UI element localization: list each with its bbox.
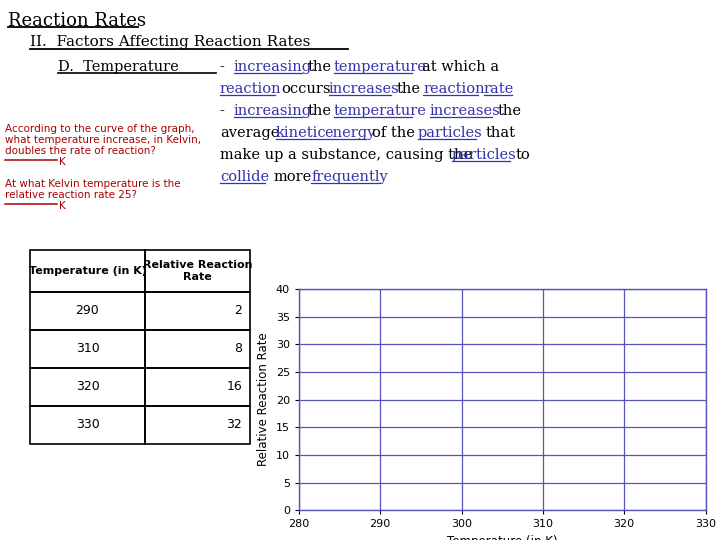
Text: of the: of the [372,126,415,140]
Text: the: the [308,104,332,118]
Text: 32: 32 [226,418,242,431]
Bar [30,406,145,444]
Text: reaction: reaction [220,82,282,96]
Text: temperature: temperature [334,104,427,118]
Bar [145,330,250,368]
Text: Reaction Rates: Reaction Rates [8,12,146,30]
Text: K: K [59,157,66,167]
Bar [145,292,250,330]
Text: 320: 320 [76,381,99,394]
Text: frequently: frequently [311,170,388,184]
Text: Temperature (in K): Temperature (in K) [29,266,146,276]
Text: that: that [486,126,516,140]
Text: the: the [308,60,332,74]
Text: relative reaction rate 25?: relative reaction rate 25? [5,190,137,200]
Text: increases: increases [329,82,400,96]
Text: collide: collide [220,170,269,184]
Text: temperature: temperature [334,60,427,74]
Text: energy: energy [324,126,375,140]
Text: to: to [516,148,531,162]
Text: the: the [498,104,522,118]
Text: -: - [220,104,230,118]
Text: 8: 8 [234,342,242,355]
Text: 330: 330 [76,418,99,431]
Bar [30,250,145,292]
Text: rate: rate [484,82,514,96]
Bar [145,406,250,444]
Text: 290: 290 [76,305,99,318]
Text: doubles the rate of reaction?: doubles the rate of reaction? [5,146,156,156]
Bar [30,292,145,330]
Text: Relative Reaction
Rate: Relative Reaction Rate [143,260,252,282]
Text: -: - [220,60,230,74]
Text: particles: particles [418,126,482,140]
Text: 2: 2 [234,305,242,318]
Text: K: K [59,201,66,211]
Text: increases: increases [430,104,500,118]
Y-axis label: Relative Reaction Rate: Relative Reaction Rate [257,333,270,467]
Text: increasing: increasing [234,104,312,118]
Text: At what Kelvin temperature is the: At what Kelvin temperature is the [5,179,181,189]
Text: occurs: occurs [281,82,330,96]
Text: what temperature increase, in Kelvin,: what temperature increase, in Kelvin, [5,135,201,145]
Text: According to the curve of the graph,: According to the curve of the graph, [5,124,194,134]
Bar [30,330,145,368]
Text: at which a: at which a [422,60,499,74]
Text: average: average [220,126,279,140]
X-axis label: Temperature (in K): Temperature (in K) [447,535,557,540]
Text: 16: 16 [226,381,242,394]
Text: increasing: increasing [234,60,312,74]
Text: 310: 310 [76,342,99,355]
Text: D.  Temperature: D. Temperature [58,60,179,74]
Bar [145,250,250,292]
Text: particles: particles [452,148,517,162]
Bar [30,368,145,406]
Text: more: more [273,170,311,184]
Text: kinetic: kinetic [276,126,327,140]
Text: II.  Factors Affecting Reaction Rates: II. Factors Affecting Reaction Rates [30,35,310,49]
Text: make up a substance, causing the: make up a substance, causing the [220,148,472,162]
Text: the: the [397,82,421,96]
Bar [145,368,250,406]
Text: reaction: reaction [423,82,485,96]
